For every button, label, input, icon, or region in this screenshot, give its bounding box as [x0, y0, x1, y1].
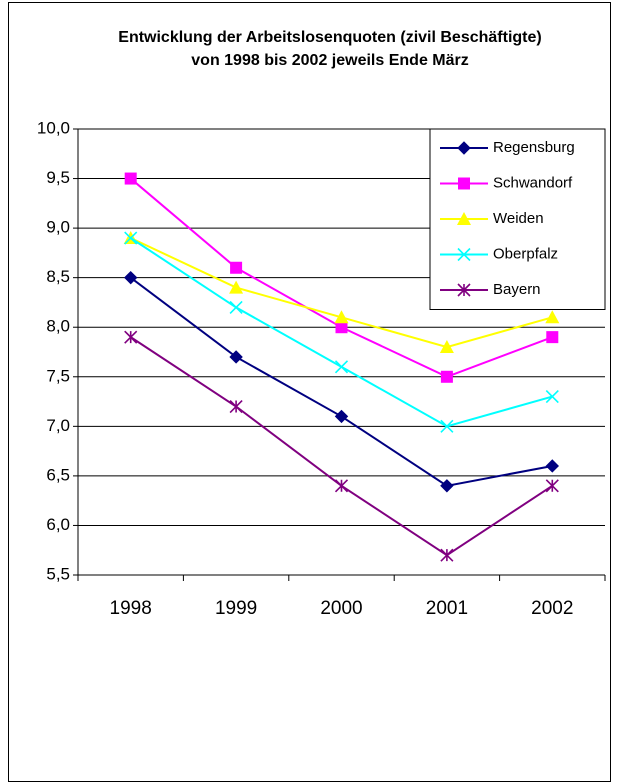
- y-tick-label: 7,0: [46, 416, 70, 435]
- x-tick-label: 2001: [426, 598, 468, 619]
- marker: [229, 280, 244, 294]
- marker: [334, 360, 349, 374]
- marker: [335, 321, 348, 334]
- marker: [334, 479, 349, 493]
- marker: [124, 172, 137, 185]
- legend-label: Bayern: [493, 281, 541, 298]
- y-tick-label: 9,0: [46, 218, 70, 237]
- marker: [124, 231, 138, 245]
- marker: [545, 310, 560, 324]
- chart-title: Entwicklung der Arbeitslosenquoten (zivi…: [118, 29, 542, 69]
- y-tick-label: 9,5: [46, 168, 70, 187]
- marker: [334, 310, 349, 324]
- y-tick-label: 5,5: [46, 564, 70, 583]
- marker: [545, 390, 559, 404]
- marker: [545, 479, 559, 493]
- marker: [229, 399, 243, 414]
- marker: [440, 479, 454, 493]
- legend-label: Weiden: [493, 210, 544, 227]
- x-tick-label: 2000: [320, 598, 362, 619]
- legend-marker: [457, 247, 471, 262]
- marker: [546, 331, 559, 344]
- marker: [439, 340, 454, 354]
- marker: [229, 350, 243, 364]
- legend-marker: [458, 177, 470, 190]
- marker: [124, 330, 138, 344]
- marker: [545, 459, 560, 473]
- y-tick-label: 8,0: [46, 317, 70, 336]
- y-tick-label: 6,5: [46, 465, 70, 484]
- legend-label: Schwandorf: [493, 174, 573, 191]
- marker: [229, 300, 243, 314]
- marker: [230, 261, 243, 274]
- x-tick-label: 1999: [215, 598, 257, 619]
- marker: [440, 370, 453, 383]
- y-tick-label: 8,5: [46, 267, 70, 286]
- marker: [440, 419, 454, 433]
- y-tick-label: 7,5: [46, 366, 70, 385]
- series-line: [130, 336, 553, 557]
- x-tick-label: 2002: [531, 598, 573, 619]
- marker: [123, 270, 138, 285]
- marker: [334, 409, 349, 424]
- legend-marker: [457, 141, 471, 155]
- marker: [440, 548, 454, 562]
- y-tick-label: 6,0: [46, 515, 70, 534]
- legend-label: Regensburg: [493, 139, 575, 156]
- legend-label: Oberpfalz: [493, 245, 558, 262]
- y-tick-label: 10,0: [37, 118, 70, 137]
- legend-marker: [457, 283, 471, 297]
- x-tick-label: 1998: [110, 598, 152, 619]
- legend-marker: [457, 212, 471, 225]
